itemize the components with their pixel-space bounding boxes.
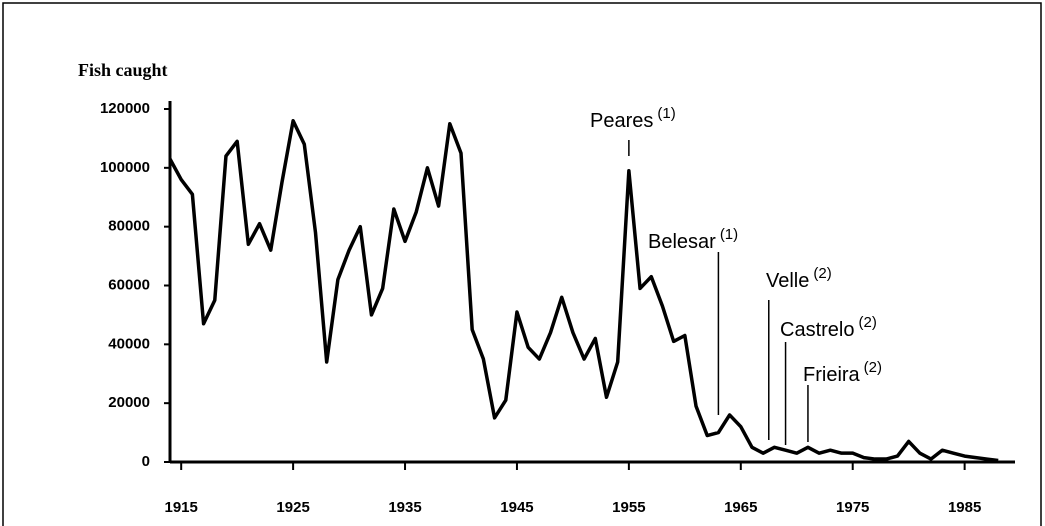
y-tick-label: 100000 [100, 159, 150, 176]
annotation-note: (2) [858, 314, 876, 331]
annotation-note: (1) [720, 226, 738, 243]
annotation-name: Castrelo [780, 319, 854, 341]
x-tick-label: 1975 [836, 499, 869, 516]
series-line [168, 119, 999, 463]
y-tick-label: 60000 [108, 276, 150, 293]
y-tick-label: 120000 [100, 100, 150, 117]
annotation-name: Velle [766, 270, 809, 292]
x-tick-label: 1915 [165, 499, 198, 516]
x-tick-label: 1945 [500, 499, 533, 516]
x-tick-label: 1965 [724, 499, 757, 516]
annotation-note: (1) [657, 105, 675, 122]
annotation-name: Frieira [803, 364, 861, 386]
y-tick-label: 20000 [108, 394, 150, 411]
annotation-label: Velle (2) [766, 265, 832, 292]
x-tick-label: 1925 [276, 499, 309, 516]
y-tick-label: 40000 [108, 335, 150, 352]
annotation-label: Frieira (2) [803, 359, 882, 386]
annotation-label: Castrelo (2) [780, 314, 877, 341]
y-tick-label: 80000 [108, 218, 150, 235]
y-axis-label: Fish caught [78, 60, 168, 80]
annotation-name: Belesar [648, 231, 716, 253]
x-tick-label: 1935 [388, 499, 421, 516]
annotation-label: Peares (1) [590, 105, 676, 132]
x-tick-label: 1955 [612, 499, 645, 516]
y-tick-label: 0 [142, 453, 150, 470]
annotation-note: (2) [813, 265, 831, 282]
annotation-note: (2) [864, 359, 882, 376]
annotation-label: Belesar (1) [648, 226, 738, 253]
x-tick-label: 1985 [948, 499, 981, 516]
annotation-name: Peares [590, 110, 653, 132]
